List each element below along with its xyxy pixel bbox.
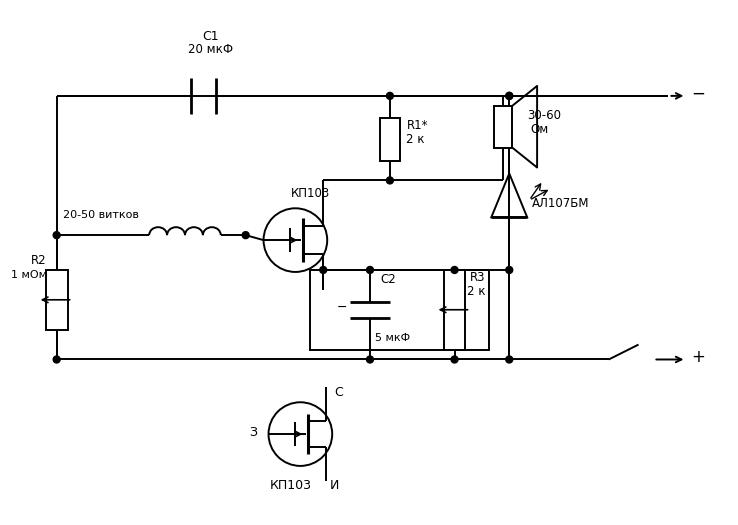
Text: АЛ107БМ: АЛ107БМ [532,197,590,210]
FancyBboxPatch shape [380,118,400,161]
Text: C2: C2 [380,274,396,287]
Text: −: − [692,85,706,103]
Circle shape [367,267,373,274]
Text: 20-50 витков: 20-50 витков [63,210,139,220]
Text: 30-60: 30-60 [527,109,561,122]
Text: R3: R3 [469,271,485,285]
Text: КП103: КП103 [269,479,311,492]
Text: 2 к: 2 к [405,133,424,146]
Text: R2: R2 [31,254,46,267]
Circle shape [506,356,513,363]
Circle shape [53,356,60,363]
Circle shape [451,267,458,274]
Text: И: И [329,479,339,492]
Circle shape [242,232,249,239]
Circle shape [506,267,513,274]
Text: З: З [249,426,258,438]
Circle shape [387,92,393,99]
FancyBboxPatch shape [46,270,68,330]
Circle shape [320,267,327,274]
Circle shape [506,92,513,99]
Circle shape [451,356,458,363]
Text: Ом: Ом [530,123,548,136]
FancyBboxPatch shape [494,106,512,148]
Text: 1 мОм: 1 мОм [11,270,46,280]
Text: С: С [334,386,342,399]
Text: +: + [692,349,706,366]
Text: C1: C1 [202,30,219,43]
Text: −: − [337,301,348,314]
FancyBboxPatch shape [444,270,466,350]
Circle shape [53,232,60,239]
Text: 2 к: 2 к [467,286,486,298]
Circle shape [506,92,513,99]
Circle shape [387,177,393,184]
Circle shape [367,356,373,363]
Text: КП103: КП103 [291,187,330,200]
Text: R1*: R1* [407,119,429,132]
Text: 20 мкФ: 20 мкФ [188,43,233,56]
Text: 5 мкФ: 5 мкФ [375,333,410,343]
